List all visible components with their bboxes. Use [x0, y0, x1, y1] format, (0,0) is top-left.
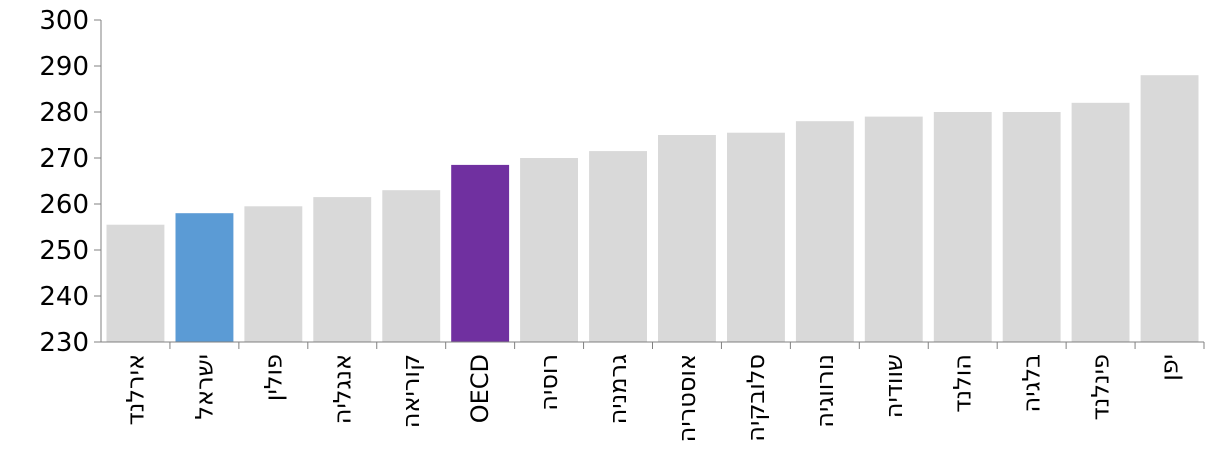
y-tick-label: 230 [39, 328, 89, 358]
bar [1071, 102, 1130, 342]
x-axis: אירלנד ישראל פולין אנגליה קוריאה OECD רוסיה גרמ… [122, 342, 1205, 442]
x-tick-label: אירלנד [122, 354, 150, 425]
bar [933, 112, 992, 342]
bar [864, 116, 923, 342]
bar [727, 132, 785, 342]
x-tick-label: שוודיה [880, 354, 908, 418]
x-tick-label: רוסיה [535, 354, 563, 411]
x-tick-label: ישראל [190, 354, 218, 420]
bar [313, 197, 372, 342]
x-tick-label: נורווגיה [811, 354, 839, 428]
bar [520, 158, 578, 342]
x-tick-label: סלובקיה [742, 354, 770, 442]
x-tick-label: פינלנד [1087, 354, 1115, 420]
bar [795, 121, 854, 342]
x-tick-label: פולין [259, 354, 287, 401]
bar [451, 164, 510, 342]
y-axis: 230 240 250 260 270 280 290 300 [39, 6, 101, 358]
bars [106, 75, 1199, 342]
x-tick-label: אנגליה [328, 354, 356, 424]
bar [106, 224, 165, 342]
y-tick-label: 280 [39, 98, 89, 128]
x-tick-label: גרמניה [604, 354, 632, 425]
y-tick-label: 270 [39, 144, 89, 174]
bar [589, 151, 647, 342]
x-tick-label: OECD [466, 354, 494, 423]
y-tick-label: 300 [39, 6, 89, 36]
y-tick-label: 290 [39, 52, 89, 82]
bar [244, 206, 303, 342]
bar [658, 135, 716, 342]
bar [1140, 75, 1199, 342]
x-tick-label: בלגיה [1018, 354, 1046, 412]
y-tick-label: 260 [39, 190, 89, 220]
x-tick-label: יפן [1156, 354, 1184, 381]
bar [175, 213, 234, 342]
bar [1002, 112, 1061, 342]
x-tick-label: הולנד [949, 354, 977, 413]
y-tick-label: 250 [39, 236, 89, 266]
x-tick-label: קוריאה [397, 354, 425, 428]
x-tick-label: אוסטריה [673, 354, 701, 442]
y-tick-label: 240 [39, 282, 89, 312]
bar [382, 190, 441, 342]
